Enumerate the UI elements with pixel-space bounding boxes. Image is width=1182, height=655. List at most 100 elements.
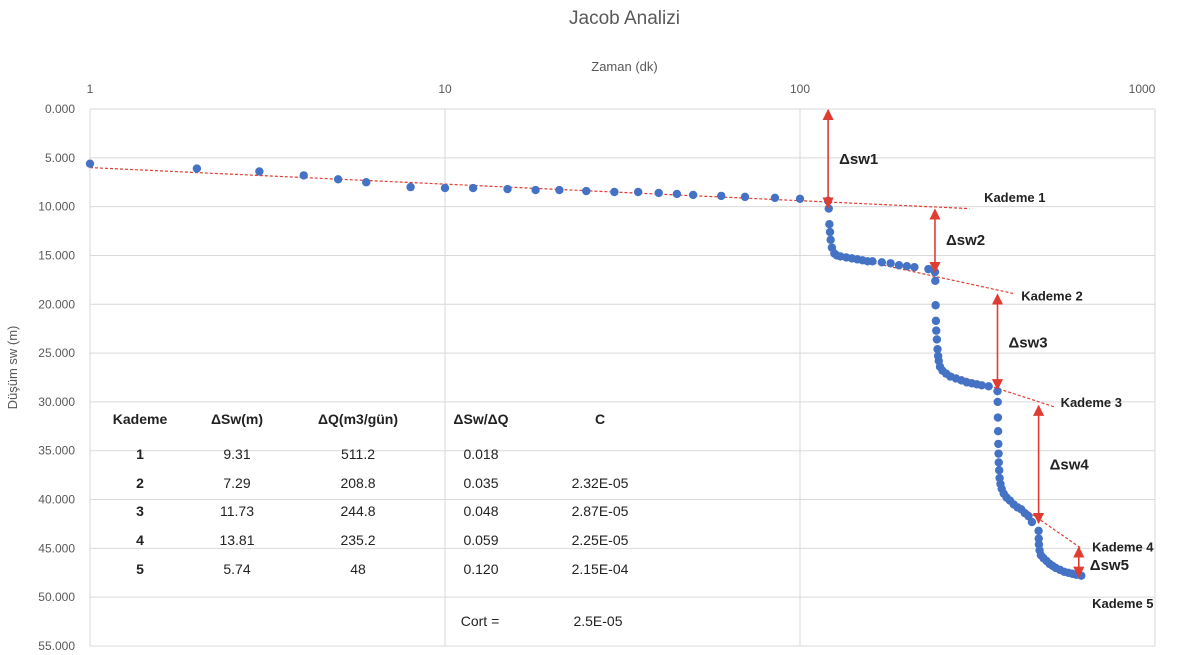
- drawdown-label: Δsw4: [1050, 456, 1090, 473]
- data-point: [503, 184, 512, 194]
- x-tick-label: 10: [438, 82, 452, 96]
- data-point: [993, 427, 1003, 436]
- drawdown-label: Δsw1: [839, 151, 878, 168]
- data-point: [740, 192, 750, 202]
- table-cell: 2.87E-05: [572, 503, 629, 519]
- data-point: [610, 187, 619, 197]
- table-cell: 48: [350, 561, 366, 577]
- y-tick-label: 30.000: [38, 395, 75, 409]
- table-cell: 1: [136, 446, 144, 462]
- data-point: [255, 167, 264, 176]
- step-label: Kademe 4: [1092, 539, 1154, 554]
- y-axis-title: Düşüm sw (m): [5, 326, 20, 410]
- data-point: [932, 326, 941, 335]
- data-point: [977, 381, 986, 390]
- data-point: [717, 191, 726, 201]
- y-tick-label: 25.000: [38, 346, 75, 360]
- table-cell: 0.059: [463, 532, 498, 548]
- data-point: [555, 185, 564, 195]
- y-tick-label: 10.000: [38, 200, 75, 214]
- table-cell: 208.8: [340, 475, 375, 491]
- table-cell: 2.15E-04: [572, 561, 629, 577]
- fit-line: [89, 166, 970, 210]
- data-point: [531, 185, 540, 195]
- step-label: Kademe 1: [984, 190, 1045, 205]
- table-cell: 3: [136, 503, 144, 519]
- cort-label: Cort =: [461, 613, 500, 629]
- data-point: [994, 466, 1004, 475]
- table-cell: 7.29: [223, 475, 250, 491]
- table-header: ΔQ(m3/gün): [318, 411, 398, 427]
- data-point: [192, 164, 202, 173]
- data-point: [825, 220, 834, 229]
- y-tick-label: 40.000: [38, 493, 75, 507]
- data-point: [1027, 517, 1037, 527]
- y-tick-label: 20.000: [38, 297, 75, 311]
- data-point: [910, 262, 919, 272]
- step-label: Kademe 5: [1092, 596, 1153, 611]
- data-point: [993, 397, 1002, 407]
- data-point: [468, 183, 478, 193]
- cort-value: 2.5E-05: [573, 613, 622, 629]
- x-tick-label: 1000: [1129, 82, 1156, 96]
- data-point: [826, 235, 835, 245]
- data-point: [984, 382, 993, 391]
- x-tick-label: 1: [87, 82, 94, 96]
- data-point: [440, 183, 450, 193]
- y-tick-label: 0.000: [45, 102, 75, 116]
- y-tick-label: 5.000: [45, 151, 75, 165]
- table-cell: 5: [136, 561, 144, 577]
- data-point: [902, 261, 912, 271]
- table-cell: 235.2: [340, 532, 375, 548]
- step-label: Kademe 2: [1021, 288, 1082, 303]
- data-point: [825, 227, 835, 237]
- data-point: [362, 178, 371, 187]
- x-tick-label: 100: [790, 82, 810, 96]
- y-tick-label: 55.000: [38, 639, 75, 653]
- table-cell: 4: [136, 532, 144, 548]
- data-point: [994, 439, 1003, 449]
- data-point: [688, 190, 698, 200]
- data-point: [795, 194, 805, 204]
- data-point: [931, 316, 941, 326]
- data-point: [993, 413, 1003, 422]
- table-cell: 244.8: [340, 503, 375, 519]
- data-point: [994, 449, 1003, 458]
- data-point: [85, 159, 95, 168]
- data-point: [1034, 534, 1043, 543]
- table-cell: 0.120: [463, 561, 498, 577]
- data-point: [299, 171, 308, 180]
- y-tick-label: 35.000: [38, 444, 75, 458]
- table-cell: 0.035: [463, 475, 498, 491]
- data-point: [933, 344, 942, 354]
- data-point: [868, 257, 877, 266]
- table-header: Kademe: [113, 411, 168, 427]
- table-cell: 511.2: [341, 446, 375, 462]
- data-point: [1034, 526, 1043, 535]
- table-header: C: [595, 411, 605, 427]
- y-tick-label: 50.000: [38, 590, 75, 604]
- data-point: [654, 188, 663, 198]
- data-point: [894, 261, 904, 270]
- table-cell: 2.25E-05: [572, 532, 629, 548]
- data-point: [931, 276, 940, 286]
- data-point: [582, 186, 591, 196]
- data-point: [333, 175, 343, 184]
- drawdown-label: Δsw5: [1090, 557, 1129, 574]
- table-cell: 2: [136, 475, 144, 491]
- drawdown-label: Δsw3: [1008, 334, 1047, 351]
- table-header: ΔSw(m): [211, 411, 263, 427]
- table-cell: 2.32E-05: [572, 475, 629, 491]
- drawdown-label: Δsw2: [946, 232, 985, 249]
- table-cell: 0.018: [463, 446, 498, 462]
- table-cell: 0.048: [463, 503, 498, 519]
- data-point: [770, 193, 780, 203]
- table-cell: 9.31: [223, 446, 250, 462]
- data-point: [406, 182, 415, 192]
- data-point: [931, 301, 940, 310]
- x-axis-title: Zaman (dk): [591, 59, 657, 74]
- table-cell: 13.81: [219, 532, 254, 548]
- step-label: Kademe 3: [1061, 395, 1122, 410]
- data-point: [633, 187, 643, 197]
